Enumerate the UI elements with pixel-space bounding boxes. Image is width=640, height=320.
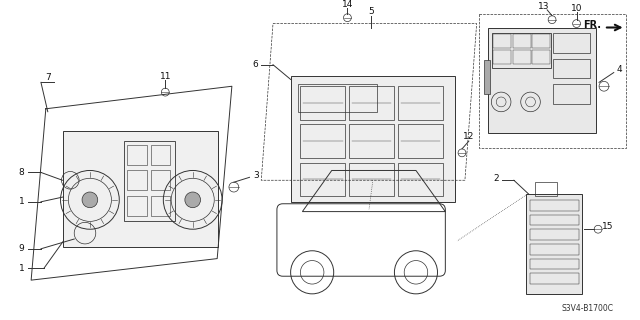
Text: 14: 14 bbox=[342, 1, 353, 10]
Text: S3V4-B1700C: S3V4-B1700C bbox=[562, 304, 614, 313]
Bar bbox=[493, 34, 511, 48]
Text: 2: 2 bbox=[493, 174, 499, 183]
Text: FR.: FR. bbox=[583, 20, 601, 29]
Bar bbox=[300, 124, 346, 158]
Text: 7: 7 bbox=[45, 73, 51, 82]
Bar bbox=[398, 86, 444, 120]
Bar bbox=[398, 163, 444, 196]
Text: 13: 13 bbox=[538, 3, 549, 12]
Bar bbox=[529, 259, 579, 269]
Bar bbox=[300, 163, 346, 196]
Bar bbox=[150, 196, 170, 215]
Bar bbox=[484, 60, 490, 94]
Bar bbox=[493, 50, 511, 64]
Text: 6: 6 bbox=[253, 60, 259, 69]
Text: 15: 15 bbox=[602, 222, 614, 231]
Bar bbox=[529, 214, 579, 225]
Bar bbox=[298, 84, 377, 112]
Bar bbox=[150, 171, 170, 190]
Bar bbox=[124, 141, 175, 221]
Bar bbox=[525, 194, 582, 294]
Text: 5: 5 bbox=[368, 7, 374, 16]
Text: 12: 12 bbox=[463, 132, 474, 141]
Text: 1: 1 bbox=[19, 197, 24, 206]
Bar bbox=[513, 50, 531, 64]
Text: 3: 3 bbox=[253, 171, 259, 180]
Bar bbox=[553, 59, 590, 78]
Circle shape bbox=[82, 192, 98, 208]
Text: 8: 8 bbox=[19, 168, 24, 177]
Bar bbox=[529, 244, 579, 255]
Text: 9: 9 bbox=[19, 244, 24, 253]
Text: 4: 4 bbox=[617, 65, 623, 74]
Bar bbox=[553, 33, 590, 53]
Bar bbox=[488, 28, 596, 133]
Bar bbox=[529, 273, 579, 284]
Bar bbox=[150, 145, 170, 164]
Bar bbox=[492, 33, 551, 68]
Bar bbox=[536, 182, 557, 196]
Bar bbox=[529, 200, 579, 211]
Bar bbox=[398, 124, 444, 158]
Bar bbox=[127, 196, 147, 215]
Bar bbox=[349, 163, 394, 196]
Bar bbox=[532, 34, 550, 48]
Bar bbox=[63, 131, 218, 247]
Bar bbox=[127, 145, 147, 164]
Bar bbox=[532, 50, 550, 64]
Bar bbox=[349, 86, 394, 120]
Bar bbox=[349, 124, 394, 158]
Bar bbox=[300, 86, 346, 120]
Text: 10: 10 bbox=[571, 4, 582, 13]
Text: 1: 1 bbox=[19, 264, 24, 273]
Bar bbox=[513, 34, 531, 48]
Bar bbox=[127, 171, 147, 190]
Circle shape bbox=[185, 192, 200, 208]
Bar bbox=[529, 229, 579, 240]
Bar bbox=[291, 76, 455, 202]
Bar bbox=[553, 84, 590, 104]
Text: 11: 11 bbox=[159, 72, 171, 81]
